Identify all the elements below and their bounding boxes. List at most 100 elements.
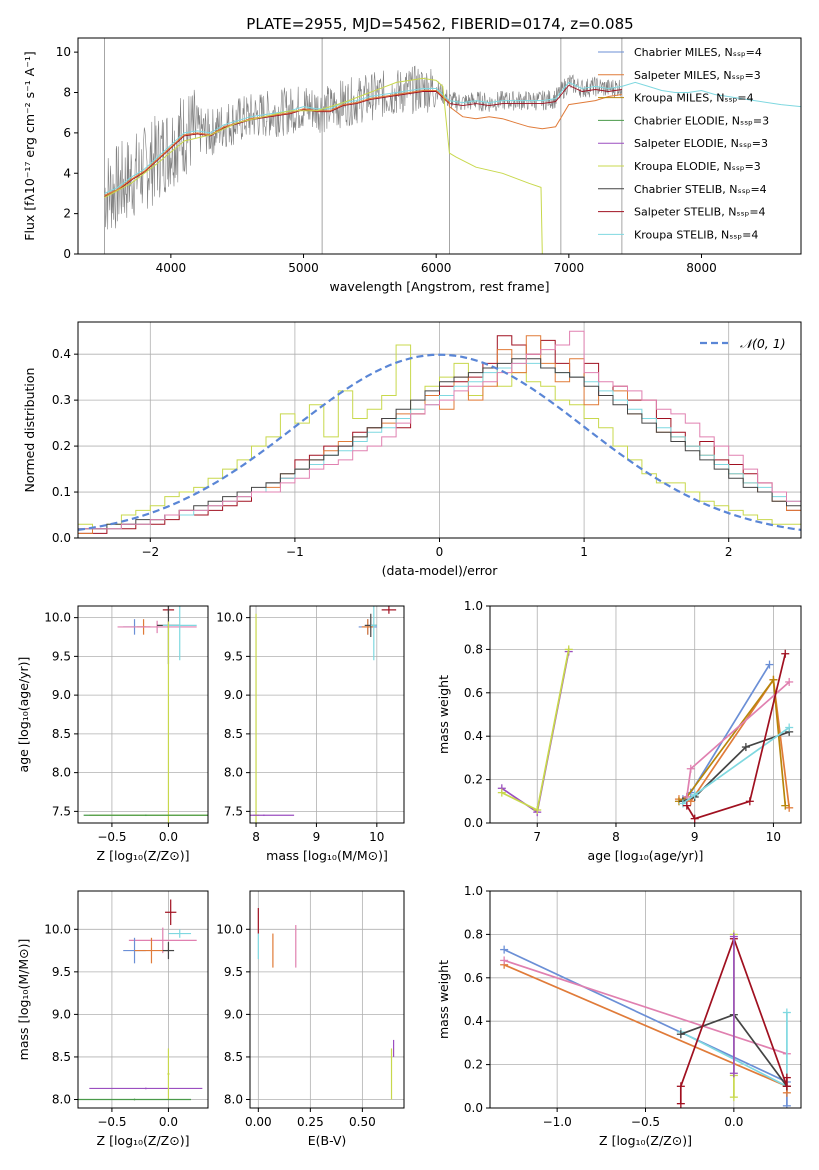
plot-area-age-vs-Z [83,606,208,823]
panel-spectrum: 4000 5000 6000 7000 8000 0 2 4 6 8 10 wavelength [A… [22,37,802,294]
y-tick-label: 8.5 [224,1050,243,1064]
x-axis-label: Z [log₁₀(Z/Z⊙)] [97,848,190,863]
plot-area-mass-vs-EBV [257,908,395,1100]
y-tick-label: 0.6 [464,971,483,985]
panel-mass-weight-vs-age: 7 8 9 10 0.0 0.2 0.4 0.6 0.8 1.0 age [log₁₀(age/yr… [436,599,802,863]
plot-area-residual-histograms [78,330,801,534]
x-tick-label: 7 [533,830,541,844]
y-tick-label: 8.0 [52,766,71,780]
y-tick-label: 1.0 [464,599,483,613]
x-tick-label: 0.0 [159,830,178,844]
y-tick-label: 9.5 [52,965,71,979]
y-tick-label: 0.0 [464,816,483,830]
axes-frame [489,890,802,1109]
gaussian-curve [78,353,801,531]
x-tick-label: 0.0 [159,1115,178,1129]
plot-area-mass-weight-vs-Z [500,930,791,1108]
legend-label: Chabrier ELODIE, Nₛₛₚ=3 [634,114,769,127]
y-tick-label: 8.5 [52,1050,71,1064]
y-tick-label: 10.0 [216,922,243,936]
legend-label: Kroupa ELODIE, Nₛₛₚ=3 [634,160,761,173]
y-tick-label: 0.8 [464,642,483,656]
x-axis-label: age [log₁₀(age/yr)] [588,848,704,863]
x-tick-label: 10 [369,830,384,844]
axes-frame [77,37,802,255]
y-tick-label: 9.0 [52,688,71,702]
y-tick-label: 0.4 [52,347,71,361]
y-tick-label: 10.0 [216,611,243,625]
y-tick-label: 10 [56,45,71,59]
y-tick-label: 0.8 [464,927,483,941]
x-tick-label: −0.5 [631,1115,660,1129]
y-tick-label: 8.5 [224,727,243,741]
figure-title: PLATE=2955, MJD=54562, FIBERID=0174, z=0… [246,15,633,33]
y-tick-label: 7.5 [52,804,71,818]
x-tick-label: 0.00 [245,1115,272,1129]
y-tick-label: 0.2 [464,1058,483,1072]
y-tick-label: 9.0 [224,1007,243,1021]
y-tick-label: 10.0 [44,611,71,625]
y-tick-label: 0 [63,247,71,261]
x-tick-label: 2 [725,545,733,559]
legend-label: 𝒩(0, 1) [740,336,786,351]
y-tick-label: 0.6 [464,686,483,700]
y-tick-label: 0.0 [52,531,71,545]
plot-area-mass-weight-vs-age [497,645,794,823]
plot-area-spectrum [104,38,801,254]
legend-label: Chabrier STELIB, Nₛₛₚ=4 [634,183,767,196]
y-tick-label: 1.0 [464,884,483,898]
y-tick-label: 9.5 [224,965,243,979]
legend-label: Salpeter ELODIE, Nₛₛₚ=3 [634,137,768,150]
x-tick-label: 8 [612,830,620,844]
x-axis-label: Z [log₁₀(Z/Z⊙)] [599,1133,692,1148]
x-axis-label: mass [log₁₀(M/M⊙)] [266,848,388,863]
y-tick-label: 0.4 [464,1014,483,1028]
model-salpeter-stelib [104,84,622,197]
y-axis-label: mass [log₁₀(M/M⊙)] [16,939,31,1061]
x-tick-label: 1 [580,545,588,559]
legend-label: Kroupa MILES, Nₛₛₚ=4 [634,92,754,105]
plot-area-age-vs-mass [250,606,397,823]
legend-label: Salpeter STELIB, Nₛₛₚ=4 [634,206,766,219]
y-tick-label: 0.2 [464,773,483,787]
legend-label: Kroupa STELIB, Nₛₛₚ=4 [634,228,758,241]
panel-mass-vs-EBV: 0.00 0.25 0.50 8.0 8.5 9.0 9.5 10.0 E(B-V) [216,890,405,1148]
x-tick-label: 9 [313,830,321,844]
x-tick-label: 6000 [421,261,452,275]
x-axis-label: Z [log₁₀(Z/Z⊙)] [97,1133,190,1148]
x-tick-label: 5000 [288,261,319,275]
panel-mass-weight-vs-Z: −1.0 −0.5 0.0 0.0 0.2 0.4 0.6 0.8 1.0 Z [log₁₀(Z/… [436,884,802,1148]
x-tick-label: 9 [691,830,699,844]
y-tick-label: 8 [63,86,71,100]
x-tick-label: −1 [286,545,304,559]
series-salpeter-stelib [686,653,787,820]
x-tick-label: −0.5 [97,830,126,844]
y-tick-label: 0.0 [464,1101,483,1115]
x-tick-label: −1.0 [543,1115,572,1129]
y-tick-label: 2 [63,207,71,221]
plot-area-mass-vs-Z [78,899,203,1101]
x-tick-label: 8000 [686,261,717,275]
x-tick-label: 0 [436,545,444,559]
y-axis-label: age [log₁₀(age/yr)] [16,657,31,773]
axes-frame [77,321,802,539]
observed-spectrum [104,65,623,230]
y-axis-label: mass weight [436,675,451,754]
x-axis-label: E(B-V) [308,1133,347,1148]
y-axis-label: mass weight [436,960,451,1039]
x-tick-label: −0.5 [97,1115,126,1129]
series-pink [503,959,788,1055]
panel-mass-vs-Z: −0.5 0.0 8.0 8.5 9.0 9.5 10.0 Z [log₁₀(Z/Z⊙)] ma… [16,890,209,1148]
histogram-kroupa-elodie [78,344,801,530]
histogram-pink [78,330,801,530]
model-kroupa-stelib [104,81,801,194]
y-tick-label: 10.0 [44,922,71,936]
y-tick-label: 0.1 [52,485,71,499]
axes-frame [77,890,209,1109]
legend-label: Salpeter MILES, Nₛₛₚ=3 [634,69,761,82]
y-tick-label: 0.3 [52,393,71,407]
y-tick-label: 0.2 [52,439,71,453]
x-tick-label: 7000 [554,261,585,275]
x-tick-label: 0.0 [724,1115,743,1129]
